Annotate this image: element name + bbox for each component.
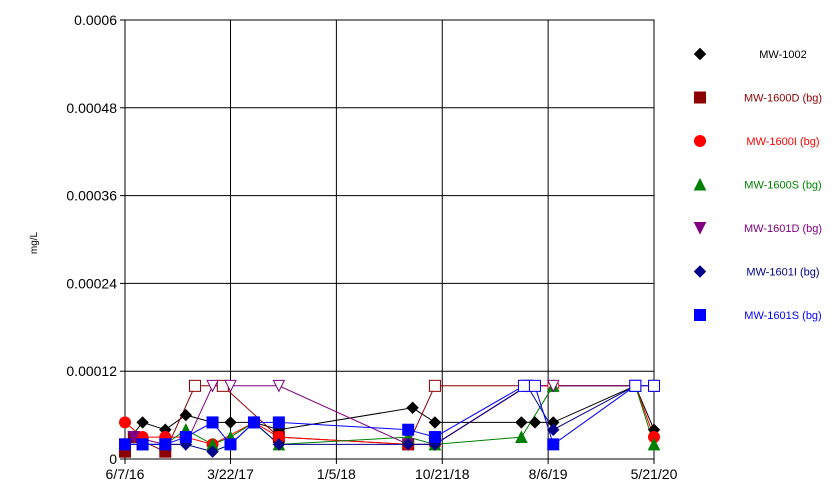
data-point — [515, 430, 528, 444]
data-point — [247, 416, 260, 429]
data-point — [401, 438, 415, 451]
x-tick-label: 8/6/19 — [529, 466, 568, 482]
legend-marker — [693, 177, 707, 191]
x-tick-label: 1/5/18 — [317, 466, 356, 482]
data-point — [428, 431, 441, 444]
data-point — [119, 438, 131, 451]
y-axis: 0 0.00012 0.00024 0.00036 0.00048 0.0006 — [66, 12, 125, 467]
data-point — [428, 416, 442, 429]
data-point — [515, 416, 528, 429]
data-point — [224, 416, 237, 429]
data-point — [188, 379, 201, 392]
legend-marker — [694, 91, 706, 104]
plot-area — [124, 19, 655, 460]
data-point — [206, 379, 219, 393]
data-point — [528, 379, 541, 392]
data-point — [206, 445, 219, 458]
data-point — [224, 379, 237, 393]
legend-label: MW-1601D (bg) — [744, 223, 822, 235]
legend-marker — [694, 135, 706, 147]
data-point — [547, 438, 560, 451]
legend-marker — [693, 265, 707, 278]
legend: MW-1002 MW-1600D (bg) MW-1600I (bg) MW-1600… — [693, 47, 822, 322]
y-tick-label: 0.00024 — [66, 275, 117, 291]
legend-label: MW-1600I (bg) — [746, 136, 819, 148]
data-point — [136, 416, 149, 429]
data-point — [647, 437, 661, 451]
data-point — [119, 416, 131, 429]
x-tick-label: 6/7/16 — [106, 466, 145, 482]
y-tick-label: 0.00048 — [66, 100, 117, 116]
data-point — [428, 379, 441, 392]
x-axis: 6/7/16 3/22/17 1/5/18 10/21/18 8/6/19 5/21/20 — [106, 459, 678, 482]
data-point — [272, 416, 285, 429]
legend-label: MW-1600D (bg) — [744, 93, 822, 105]
data-point — [206, 416, 219, 429]
legend-marker — [694, 309, 706, 321]
data-point — [272, 438, 286, 451]
y-tick-label: 0.00036 — [66, 188, 117, 204]
data-point — [629, 379, 642, 392]
y-tick-label: 0.0006 — [74, 12, 117, 28]
data-point — [648, 379, 660, 392]
legend-label: MW-1601S (bg) — [744, 310, 821, 322]
legend-marker — [693, 47, 707, 61]
legend-label: MW-1002 — [759, 49, 806, 61]
x-tick-label: 10/21/18 — [415, 466, 470, 482]
data-point — [547, 423, 560, 436]
data-point — [402, 423, 415, 436]
data-point — [224, 438, 237, 451]
data-point — [528, 416, 542, 429]
data-point — [272, 379, 286, 393]
data-point — [179, 431, 192, 444]
data-point — [546, 379, 560, 393]
data-point — [517, 379, 530, 392]
legend-label: MW-1600S (bg) — [744, 180, 821, 192]
y-axis-label: mg/L — [29, 231, 40, 254]
legend-marker — [693, 222, 707, 235]
x-tick-label: 3/22/17 — [207, 466, 254, 482]
data-point — [159, 438, 172, 451]
grid — [125, 20, 654, 459]
data-point — [179, 408, 193, 422]
data-point — [136, 438, 149, 451]
data-point — [406, 401, 419, 414]
y-tick-label: 0 — [109, 451, 117, 467]
data-point — [127, 431, 141, 444]
series-markers — [118, 379, 661, 458]
y-tick-label: 0.00012 — [66, 363, 117, 379]
legend-label: MW-1601I (bg) — [746, 267, 819, 279]
x-tick-label: 5/21/20 — [631, 466, 678, 482]
